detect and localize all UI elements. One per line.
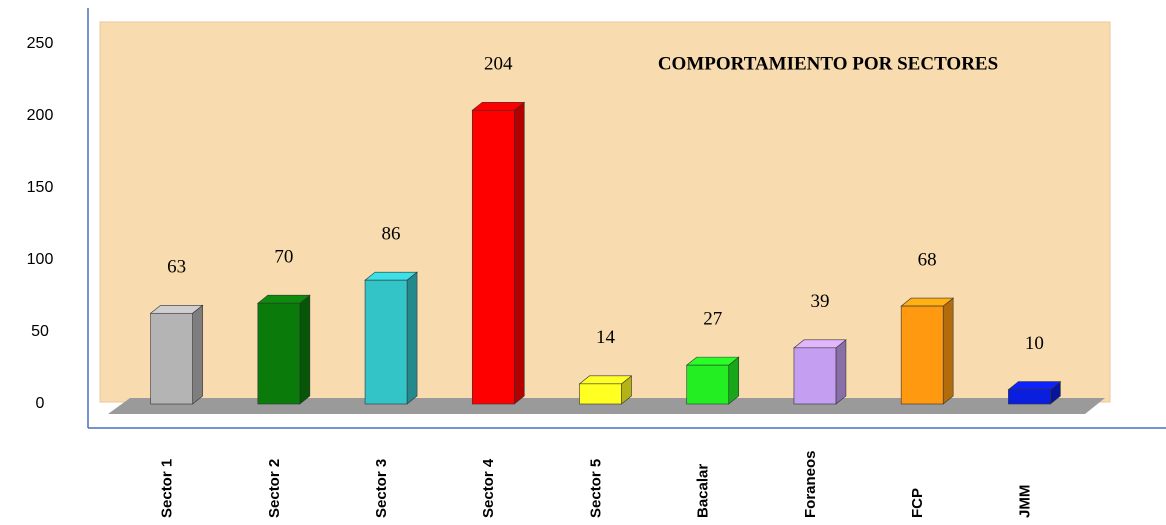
x-tick-label: Sector 5 (587, 459, 604, 518)
y-tick-label: 150 (27, 179, 54, 196)
bar (364, 279, 408, 405)
value-label: 204 (484, 54, 513, 75)
x-tick-label: FCP (909, 488, 926, 518)
value-label: 14 (596, 327, 616, 348)
bar (471, 109, 515, 405)
y-tick-label: 50 (31, 323, 49, 340)
x-tick-label: Bacalar (695, 464, 712, 518)
x-tick-label: JMM (1016, 485, 1033, 518)
y-tick-label: 100 (27, 251, 54, 268)
bar-side (299, 294, 311, 405)
x-tick-label: Sector 2 (266, 459, 283, 518)
bar (900, 305, 944, 405)
x-tick-label: Sector 1 (159, 459, 176, 518)
bar (150, 312, 193, 405)
bar (793, 347, 837, 405)
x-tick-label: Sector 3 (373, 459, 390, 518)
value-label: 10 (1025, 333, 1044, 354)
value-label: 27 (703, 308, 722, 329)
bar-side (513, 101, 525, 405)
x-tick-label: Sector 4 (480, 458, 497, 518)
floor (108, 398, 1105, 414)
bar (686, 364, 730, 405)
value-label: 63 (167, 257, 186, 278)
bar-side (835, 339, 847, 405)
value-label: 39 (810, 291, 829, 312)
value-label: 86 (382, 224, 401, 245)
bar-side (192, 304, 203, 405)
bar-side (942, 297, 954, 405)
y-tick-label: 200 (27, 107, 54, 124)
value-label: 70 (274, 247, 293, 268)
value-label: 68 (918, 249, 937, 270)
bar (257, 302, 301, 405)
y-tick-label: 250 (27, 35, 54, 52)
bar (1008, 389, 1051, 405)
x-tick-label: Foraneos (802, 450, 819, 518)
y-tick-label: 0 (36, 395, 45, 412)
bar-side (406, 271, 418, 405)
chart-title: COMPORTAMIENTO POR SECTORES (658, 53, 998, 74)
bar (579, 383, 622, 405)
